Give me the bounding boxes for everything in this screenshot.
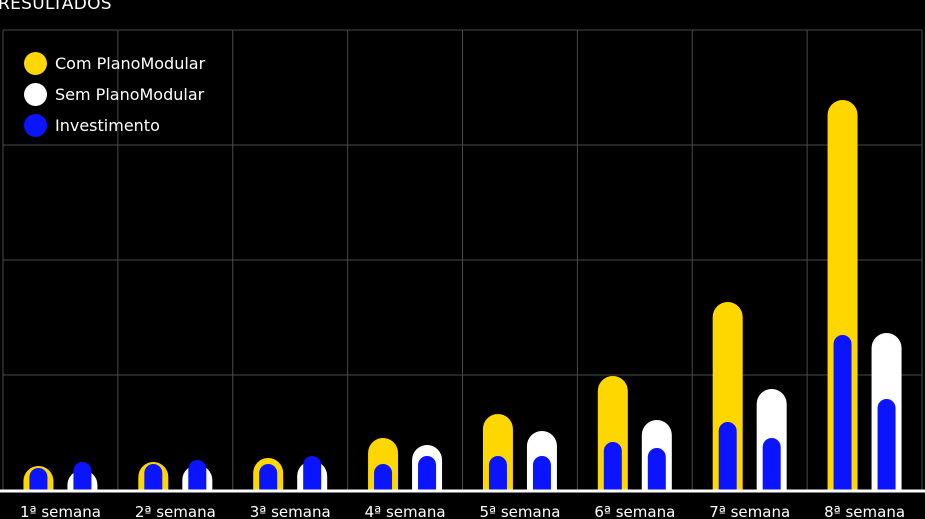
x-tick-labels: 1ª semana 2ª semana 3ª semana 4ª semana 5ª s… (20, 503, 905, 519)
bar-investimento-com-8 (833, 335, 852, 490)
chart-title: RESULTADOS (0, 0, 112, 14)
x-tick-label: 8ª semana (824, 503, 905, 519)
bar-investimento-sem-6 (647, 448, 666, 490)
bar-investimento-sem-5 (532, 456, 551, 490)
bar-investimento-com-2 (144, 464, 163, 490)
bar-investimento-com-5 (488, 456, 507, 490)
legend-label-com: Com PlanoModular (55, 54, 206, 73)
x-tick-label: 4ª semana (365, 503, 446, 519)
bar-investimento-com-1 (29, 468, 48, 490)
bar-investimento-sem-4 (418, 456, 437, 490)
x-tick-label: 7ª semana (709, 503, 790, 519)
legend-swatch-investimento (24, 114, 47, 137)
x-tick-label: 2ª semana (135, 503, 216, 519)
legend-item-com: Com PlanoModular (24, 48, 205, 79)
x-tick-label: 5ª semana (479, 503, 560, 519)
bar-investimento-sem-1 (73, 462, 92, 490)
x-tick-label: 6ª semana (594, 503, 675, 519)
legend-swatch-sem (24, 83, 47, 106)
legend-label-investimento: Investimento (55, 116, 160, 135)
bar-investimento-com-4 (374, 464, 393, 490)
x-tick-label: 1ª semana (20, 503, 101, 519)
legend: Com PlanoModular Sem PlanoModular Invest… (24, 48, 205, 141)
bar-investimento-com-7 (718, 422, 737, 490)
bar-investimento-sem-8 (877, 399, 896, 490)
bar-investimento-com-3 (259, 464, 278, 490)
bar-investimento-com-6 (603, 442, 622, 490)
x-tick-label: 3ª semana (250, 503, 331, 519)
legend-swatch-com (24, 52, 47, 75)
legend-item-investimento: Investimento (24, 110, 205, 141)
legend-item-sem: Sem PlanoModular (24, 79, 205, 110)
bar-investimento-sem-2 (188, 460, 207, 490)
bar-investimento-sem-3 (303, 456, 322, 490)
legend-label-sem: Sem PlanoModular (55, 85, 205, 104)
grid (2, 29, 923, 490)
bars (23, 100, 902, 491)
bar-investimento-sem-7 (762, 438, 781, 490)
